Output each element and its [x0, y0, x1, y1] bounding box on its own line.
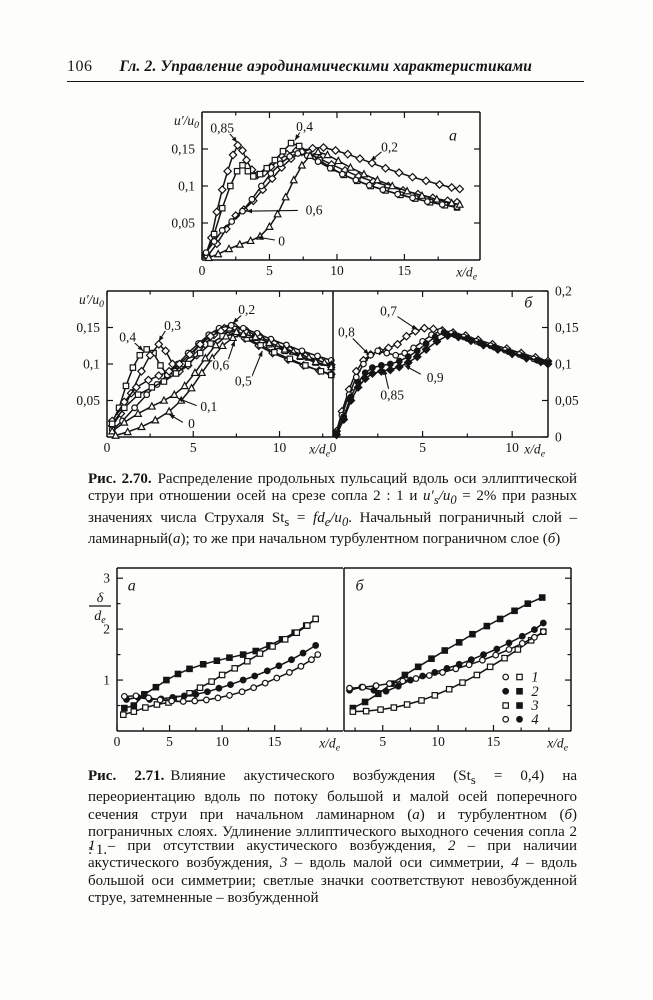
- svg-text:0,8: 0,8: [338, 325, 355, 340]
- svg-text:x/de: x/de: [455, 265, 478, 283]
- fig-270b-right-chart: 0 5 10 0 0,05 0,1 0,15 0,2 x/de 0,7 0,8 0,9 0,85 б: [330, 284, 579, 460]
- fig-270-caption-label: Рис. 2.70.: [88, 471, 152, 487]
- svg-text:0,05: 0,05: [555, 393, 579, 408]
- svg-text:0,4: 0,4: [119, 330, 136, 345]
- svg-text:0: 0: [330, 440, 337, 455]
- svg-text:0,85: 0,85: [210, 120, 234, 135]
- svg-text:0,2: 0,2: [381, 140, 398, 155]
- svg-text:2: 2: [531, 684, 538, 700]
- svg-text:б: б: [524, 295, 533, 312]
- fig-271-caption: Рис. 2.71. Влияние акустического возбужде…: [88, 768, 577, 859]
- svg-text:δ: δ: [97, 591, 104, 606]
- svg-text:а: а: [128, 577, 136, 594]
- svg-text:0,9: 0,9: [427, 370, 444, 385]
- svg-text:0: 0: [278, 234, 285, 249]
- svg-text:x/de: x/de: [546, 736, 569, 754]
- svg-text:0,05: 0,05: [171, 216, 195, 231]
- svg-text:4: 4: [531, 712, 538, 728]
- svg-text:5: 5: [419, 440, 426, 455]
- svg-text:а: а: [449, 128, 457, 145]
- svg-text:de: de: [94, 609, 106, 626]
- svg-text:0,2: 0,2: [555, 284, 572, 299]
- svg-text:0,15: 0,15: [171, 142, 195, 157]
- svg-text:0,1: 0,1: [178, 179, 195, 194]
- svg-text:0,5: 0,5: [235, 374, 252, 389]
- fig-271-caption-label: Рис. 2.71.: [88, 768, 165, 784]
- fig-271-left-chart: 0 5 10 15 1 2 3 x/de δ de а: [89, 567, 343, 754]
- chapter-title: Гл. 2. Управление аэродинамическими хара…: [119, 58, 533, 75]
- svg-text:0,2: 0,2: [238, 302, 255, 317]
- svg-text:15: 15: [398, 263, 412, 278]
- svg-text:0,85: 0,85: [380, 387, 404, 402]
- svg-text:15: 15: [268, 734, 282, 749]
- svg-text:10: 10: [215, 734, 229, 749]
- page-number: 106: [67, 58, 93, 75]
- svg-text:0: 0: [104, 440, 111, 455]
- fig-270-caption: Рис. 2.70. Распределение продольных пульс…: [88, 471, 577, 549]
- svg-text:0,05: 0,05: [76, 393, 100, 408]
- svg-text:10: 10: [505, 440, 519, 455]
- svg-text:0: 0: [188, 416, 195, 431]
- fig-271-legend-note: 1 – при отсутствии акустического возбужд…: [88, 838, 577, 908]
- svg-text:0,7: 0,7: [380, 303, 397, 318]
- svg-text:0: 0: [114, 734, 121, 749]
- svg-text:15: 15: [487, 734, 501, 749]
- svg-text:u′/u0: u′/u0: [79, 292, 104, 310]
- svg-text:x/de: x/de: [523, 442, 546, 460]
- svg-text:0,4: 0,4: [296, 119, 313, 134]
- svg-text:0,1: 0,1: [200, 399, 217, 414]
- svg-text:0,6: 0,6: [306, 202, 323, 217]
- fig-270a-chart: 0 5 10 150,050,10,15x/deu′/u0 0,85 0,40,20,60…: [171, 111, 481, 283]
- svg-text:5: 5: [266, 263, 273, 278]
- svg-text:0,15: 0,15: [555, 320, 579, 335]
- svg-text:б: б: [355, 577, 364, 594]
- svg-text:10: 10: [431, 734, 445, 749]
- svg-text:1: 1: [103, 673, 110, 688]
- svg-text:2: 2: [103, 622, 110, 637]
- fig-271-caption-text: Влияние акустического возбуждения (Sts =…: [88, 768, 577, 858]
- svg-text:x/de: x/de: [318, 736, 341, 754]
- svg-text:10: 10: [330, 263, 344, 278]
- svg-text:10: 10: [273, 440, 287, 455]
- svg-text:5: 5: [166, 734, 173, 749]
- svg-text:x/de: x/de: [308, 442, 331, 460]
- svg-text:0: 0: [555, 430, 562, 445]
- svg-text:3: 3: [103, 571, 110, 586]
- svg-text:0,1: 0,1: [555, 357, 572, 372]
- svg-text:5: 5: [379, 734, 386, 749]
- svg-text:0,3: 0,3: [164, 318, 181, 333]
- fig-270b-left-chart: 0 5 10 0,05 0,1 0,15 x/de u′/u0 0,4 0,3 0,2 0,6 0,5 0…: [76, 290, 336, 460]
- svg-text:0,1: 0,1: [83, 357, 100, 372]
- svg-text:0: 0: [199, 263, 206, 278]
- svg-text:3: 3: [530, 698, 538, 714]
- svg-text:0,6: 0,6: [212, 357, 229, 372]
- fig-270-caption-text: Распределение продольных пульсаций вдоль…: [88, 471, 578, 548]
- svg-text:u′/u0: u′/u0: [174, 113, 199, 131]
- fig-271-legend-text: 1 – при отсутствии акустического возбужд…: [88, 838, 577, 907]
- svg-text:0,15: 0,15: [76, 320, 100, 335]
- svg-text:5: 5: [190, 440, 197, 455]
- svg-text:1: 1: [531, 670, 538, 686]
- page-header: 106 Гл. 2. Управление аэродинамическими …: [67, 58, 584, 82]
